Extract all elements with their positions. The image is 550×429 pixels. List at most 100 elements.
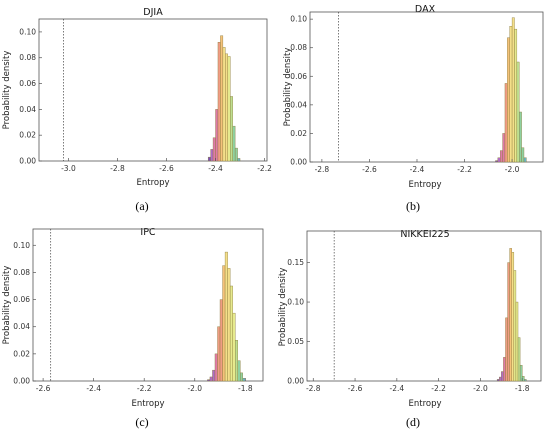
panel-a-x-ticks: -3.0 -2.8 -2.6 -2.4 -2.2 [61, 158, 272, 173]
panel-d-bar [513, 270, 517, 382]
panel-b-bars [495, 17, 527, 163]
panel-b-bar [500, 150, 503, 163]
panel-c-x-tick-label: -2.4 [86, 384, 101, 393]
panel-a-bar [227, 56, 231, 162]
panel-d-x-tick-label: -1.8 [515, 384, 530, 393]
panel-d-y-tick-label: 0.05 [287, 337, 304, 346]
panel-c-y-tick-label: 0.10 [13, 241, 30, 250]
panel-b-bar [511, 17, 515, 163]
panel-b-bar [519, 111, 522, 163]
panel-b-x-tick-label: -2.8 [315, 165, 330, 174]
panel-b-x-tick-label: -2.0 [505, 165, 520, 174]
panel-b-y-tick-label: 0.00 [290, 158, 307, 167]
panel-a-label: (a) [135, 199, 148, 213]
panel-b-y-tick-label: 0.06 [290, 72, 307, 81]
panel-a-bars [207, 35, 241, 162]
panel-b-y-ticks: 0.00 0.02 0.04 0.06 0.08 0.10 [290, 15, 313, 167]
panel-c-bar [227, 268, 231, 382]
panel-b-y-tick-label: 0.02 [290, 129, 307, 138]
panel-c-ylabel: Probability density [2, 266, 12, 345]
panel-b-label: (b) [406, 199, 420, 213]
panel-d-bar [507, 262, 510, 382]
panel-c-y-ticks: 0.00 0.02 0.04 0.06 0.08 0.10 [13, 241, 36, 386]
panel-d-bar [511, 252, 515, 382]
panel-c-bar [229, 285, 233, 382]
panel-a-x-tick-label: -2.8 [110, 164, 125, 173]
panel-a-frame [38, 18, 268, 162]
panel-d-bar [515, 301, 519, 382]
panel-d-bars [496, 248, 527, 382]
panel-d: NIKKEI225 -2.8 -2.6 -2.4 -2.2 -2.0 -1.8 0.000… [278, 229, 542, 429]
panel-c-y-tick-label: 0.04 [13, 322, 30, 331]
panel-a-x-tick-label: -2.4 [208, 164, 223, 173]
panel-d-ylabel: Probability density [278, 268, 288, 347]
panel-b-x-tick-label: -2.4 [410, 165, 425, 174]
panel-b-ylabel: Probability density [283, 48, 293, 127]
panel-d-title: NIKKEI225 [400, 229, 449, 240]
panel-b-xlabel: Entropy [408, 180, 441, 190]
panel-d-x-tick-label: -2.0 [473, 384, 488, 393]
panel-a-bar [232, 125, 236, 162]
panel-b: DAX -2.8 -2.6 -2.4 -2.2 -2.0 0.00 0.02 0.04 0.0… [283, 4, 544, 213]
panel-a-y-tick-label: 0.02 [19, 131, 36, 140]
panel-a-bar [234, 147, 238, 162]
panel-d-x-tick-label: -2.4 [390, 384, 405, 393]
panel-a-y-tick-label: 0.08 [19, 53, 36, 62]
panel-c-y-tick-label: 0.02 [13, 349, 30, 358]
panel-d-bar [517, 337, 521, 382]
panel-a-x-tick-label: -2.2 [257, 164, 272, 173]
panel-a-y-tick-label: 0.04 [19, 105, 36, 114]
panel-b-y-tick-label: 0.04 [290, 100, 307, 109]
panel-d-x-tick-label: -2.2 [431, 384, 446, 393]
panel-d-bar [496, 379, 500, 382]
panel-d-y-tick-label: 0.00 [287, 377, 304, 386]
panel-c-bar [214, 353, 218, 382]
panel-d-x-ticks: -2.8 -2.6 -2.4 -2.2 -2.0 -1.8 [306, 378, 530, 393]
panel-b-bar [504, 83, 508, 163]
panel-d-y-ticks: 0.00 0.05 0.10 0.15 [287, 258, 310, 386]
panel-c-label: (c) [135, 415, 148, 429]
panel-b-y-tick-label: 0.10 [290, 15, 307, 24]
panel-c-bar [237, 360, 241, 382]
panel-d-x-tick-label: -2.6 [348, 384, 363, 393]
panel-c-bar [224, 251, 228, 382]
panel-d-bar [524, 379, 527, 382]
panel-b-x-ticks: -2.8 -2.6 -2.4 -2.2 -2.0 [315, 159, 520, 174]
panel-c-title: IPC [140, 227, 156, 238]
panel-b-bar [495, 160, 499, 163]
panel-d-y-tick-label: 0.10 [287, 298, 304, 307]
panel-c-y-tick-label: 0.08 [13, 268, 30, 277]
panel-c-bar [240, 372, 243, 382]
panel-d-bar [501, 371, 504, 382]
panel-c-bar [234, 340, 238, 382]
panel-c-bar [212, 369, 216, 382]
panel-d-xlabel: Entropy [408, 399, 441, 409]
panel-a-bar [212, 137, 216, 162]
panel-b-bar [521, 147, 525, 163]
panel-a-ylabel: Probability density [2, 51, 12, 130]
panel-a-y-tick-label: 0.06 [19, 79, 36, 88]
panel-c-xlabel: Entropy [131, 399, 164, 409]
panel-a-y-tick-label: 0.10 [19, 27, 36, 36]
panel-c-bar [209, 376, 213, 382]
panel-c-frame [32, 228, 264, 382]
panel-d-y-tick-label: 0.15 [287, 258, 304, 267]
panel-d-label: (d) [406, 415, 420, 429]
panel-a-bar [225, 53, 228, 162]
panel-b-bar [497, 157, 501, 163]
panel-a-bar [210, 149, 214, 162]
panel-a-y-tick-label: 0.00 [19, 157, 36, 166]
panel-c-bar [219, 299, 223, 382]
panel-b-bar [514, 28, 518, 163]
panel-c-bar [232, 312, 236, 382]
panel-b-bar [516, 61, 520, 163]
panel-a-bar [207, 156, 211, 162]
panel-b-bar [507, 37, 510, 163]
panel-c-bars [207, 251, 246, 382]
panel-d-bar [499, 376, 502, 382]
panel-d-bar [519, 365, 523, 382]
panel-b-title: DAX [415, 4, 436, 15]
panel-b-bar [523, 157, 527, 163]
panel-d-bar [503, 357, 506, 382]
